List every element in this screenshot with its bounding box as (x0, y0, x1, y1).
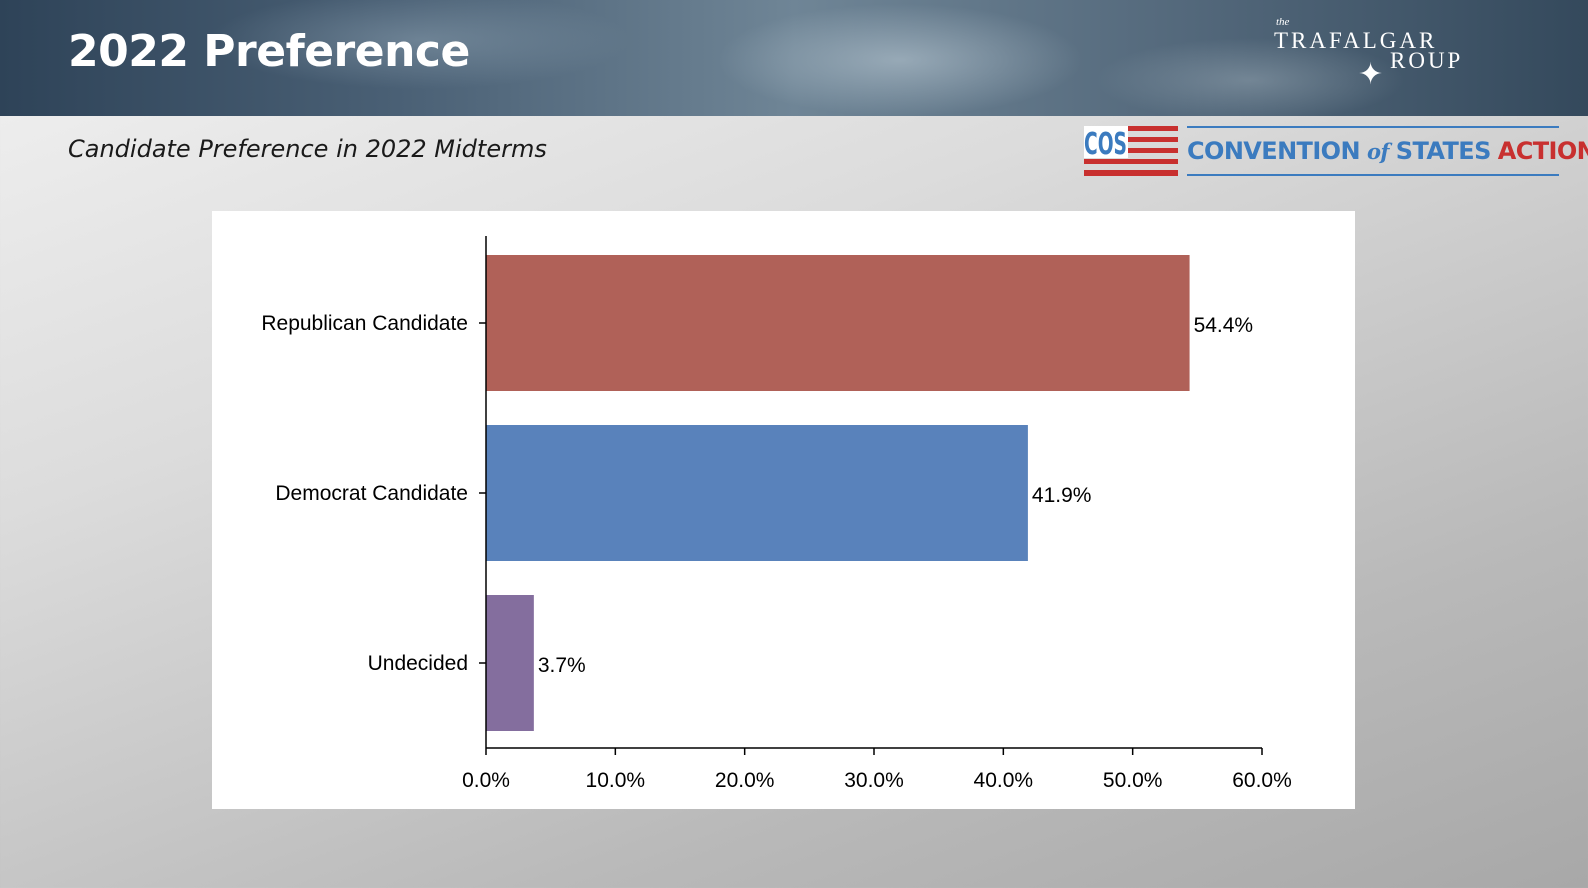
x-tick-label-1: 10.0% (586, 769, 646, 792)
labels-group: Republican Candidate 54.4% Democrat Candid… (261, 312, 1291, 792)
cos-action-name: CONVENTION of STATES ACTION (1187, 126, 1588, 176)
data-label-undecided: 3.7% (538, 654, 586, 677)
bar-undecided (486, 595, 534, 731)
x-tick-label-6: 60.0% (1232, 769, 1292, 792)
x-tick-label-4: 40.0% (974, 769, 1034, 792)
cos-name-action: ACTION (1497, 137, 1588, 165)
bar-republican-candidate (486, 255, 1190, 391)
data-label-republican-candidate: 54.4% (1194, 314, 1254, 337)
axes-group (479, 236, 1263, 755)
cos-name-states: STATES (1395, 137, 1492, 165)
bar-chart: Republican Candidate 54.4% Democrat Candid… (261, 236, 1292, 792)
chart-subtitle: Candidate Preference in 2022 Midterms (68, 135, 547, 163)
data-label-democrat-candidate: 41.9% (1032, 484, 1092, 507)
chart-panel: Republican Candidate 54.4% Democrat Candid… (212, 211, 1355, 809)
page-title: 2022 Preference (68, 26, 470, 77)
cos-name-of: of (1366, 138, 1389, 164)
x-tick-label-2: 20.0% (715, 769, 775, 792)
category-label-undecided: Undecided (368, 652, 468, 675)
trafalgar-logo-line1: TRAFALGAR (1274, 28, 1438, 53)
x-tick-label-3: 30.0% (844, 769, 904, 792)
cos-mark-text: COS (1084, 127, 1127, 162)
x-tick-label-5: 50.0% (1103, 769, 1163, 792)
bars-group (486, 255, 1190, 731)
bar-democrat-candidate (486, 425, 1028, 561)
compass-star-icon: ✦ (1358, 58, 1384, 91)
category-label-democrat-candidate: Democrat Candidate (275, 482, 468, 505)
trafalgar-logo-the: the (1276, 16, 1290, 28)
cos-name-convention: CONVENTION (1187, 137, 1361, 165)
trafalgar-logo-line2: ROUP (1390, 48, 1464, 73)
x-tick-label-0: 0.0% (462, 769, 510, 792)
category-label-republican-candidate: Republican Candidate (261, 312, 468, 335)
header-banner: 2022 Preference the TRAFALGAR ROUP ✦ (0, 0, 1588, 116)
cos-flag-logo: COS (1084, 126, 1178, 176)
trafalgar-group-logo: the TRAFALGAR ROUP ✦ (1272, 14, 1512, 104)
